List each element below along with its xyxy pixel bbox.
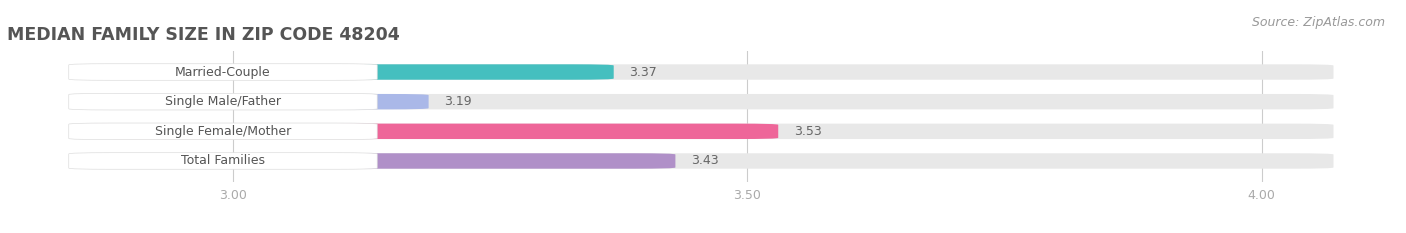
FancyBboxPatch shape [79,124,1333,139]
FancyBboxPatch shape [79,94,1333,109]
FancyBboxPatch shape [79,64,613,80]
FancyBboxPatch shape [69,153,377,169]
FancyBboxPatch shape [69,93,377,110]
FancyBboxPatch shape [79,124,779,139]
Text: 3.37: 3.37 [628,65,657,79]
Text: Single Male/Father: Single Male/Father [165,95,281,108]
Text: Married-Couple: Married-Couple [176,65,271,79]
Text: 3.43: 3.43 [690,154,718,168]
FancyBboxPatch shape [69,64,377,80]
FancyBboxPatch shape [79,94,429,109]
Text: Source: ZipAtlas.com: Source: ZipAtlas.com [1251,16,1385,29]
Text: Total Families: Total Families [181,154,264,168]
Text: 3.19: 3.19 [444,95,471,108]
FancyBboxPatch shape [79,64,1333,80]
FancyBboxPatch shape [79,153,1333,169]
Text: MEDIAN FAMILY SIZE IN ZIP CODE 48204: MEDIAN FAMILY SIZE IN ZIP CODE 48204 [7,26,399,44]
Text: 3.53: 3.53 [793,125,821,138]
Text: Single Female/Mother: Single Female/Mother [155,125,291,138]
FancyBboxPatch shape [69,123,377,140]
FancyBboxPatch shape [79,153,675,169]
